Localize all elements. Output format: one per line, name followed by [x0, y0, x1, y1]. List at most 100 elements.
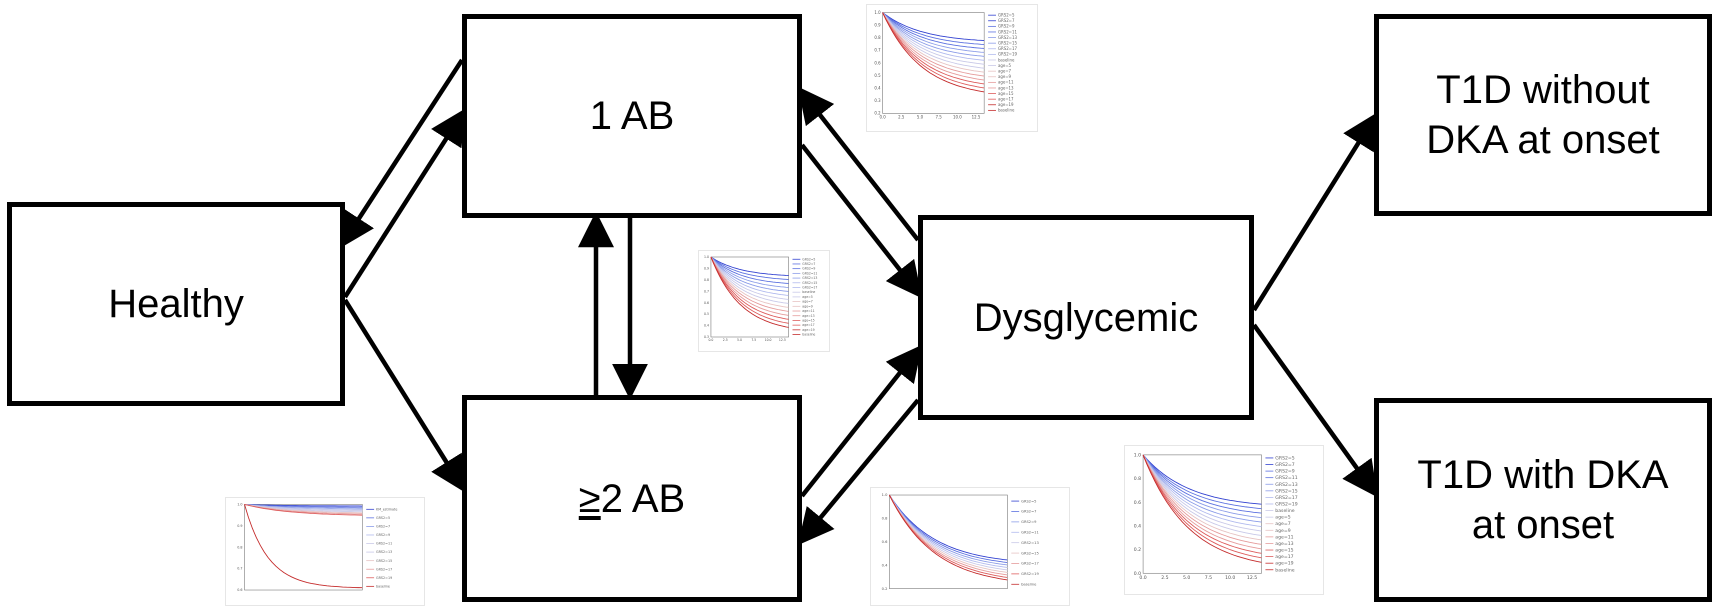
survival-curve: [882, 12, 985, 45]
y-tick-label: 0.7: [874, 48, 881, 53]
legend-label: GRS2=15: [998, 40, 1018, 45]
legend-label: GRS2=13: [376, 550, 392, 554]
survival-curve: [882, 12, 985, 81]
legend-label: baseline: [802, 290, 815, 294]
survival-curve: [888, 494, 1008, 581]
survival-curve: [244, 503, 363, 512]
survival-curve: [710, 256, 789, 284]
legend-label: GRS2=15: [376, 559, 392, 563]
survival-curve: [888, 494, 1008, 576]
legend-label: GRS2=5: [1275, 455, 1294, 461]
x-tick-label: 10.0: [953, 114, 962, 119]
y-tick-label: 0.4: [874, 85, 881, 90]
node-healthy: Healthy: [7, 202, 345, 406]
thumbnail-svg: 1.0 0.8 0.6 0.4 0.2 GRS2=5 GRS2=7 GRS2=9 GRS2=11…: [882, 493, 1040, 591]
survival-curve: [710, 256, 789, 324]
legend-label: GRS2=13: [802, 276, 817, 280]
legend-label: GRS2=15: [802, 281, 817, 285]
legend-label: age=15: [998, 91, 1014, 96]
x-tick-label: 5.0: [737, 338, 742, 342]
legend-label: GRS2=13: [998, 35, 1018, 40]
legend-label: age=17: [998, 96, 1014, 101]
thumbnail-svg: 1.0 0.8 0.6 0.4 0.2 0.00.0 2.5 5.0 7.5 10.0 12.5 GR…: [1134, 452, 1298, 581]
x-tick-label: 7.5: [936, 114, 943, 119]
x-tick-label: 12.5: [972, 114, 981, 119]
legend-label: GRS2=15: [1275, 488, 1297, 494]
survival-curve: [710, 256, 789, 328]
legend-label: GRS2=11: [998, 29, 1018, 34]
legend-label: GRS2=7: [376, 525, 390, 529]
legend-label: GRS2=7: [1021, 510, 1036, 514]
y-tick-label: 0.7: [237, 567, 242, 571]
legend-label: age=7: [998, 68, 1012, 73]
legend-label: GRS2=19: [376, 576, 392, 580]
legend-label: baseline: [1275, 508, 1294, 514]
y-tick-label: 0.3: [704, 335, 709, 339]
survival-curve: [1142, 454, 1262, 527]
legend-label: age=5: [802, 295, 812, 299]
survival-curve: [1142, 454, 1262, 541]
legend-label: age=7: [802, 300, 812, 304]
legend-label: age=11: [802, 309, 814, 313]
y-tick-label: 0.3: [874, 98, 881, 103]
survival-curve: [710, 256, 789, 304]
survival-curve: [882, 12, 985, 65]
legend-label: age=11: [998, 80, 1014, 85]
y-tick-label: 1.0: [882, 493, 888, 497]
legend-label: baseline: [376, 584, 390, 588]
survival-curve: [888, 494, 1008, 571]
legend-label: age=5: [998, 63, 1012, 68]
y-tick-label: 0.5: [704, 312, 709, 316]
legend-label: GRS2=9: [1275, 469, 1294, 475]
legend-label: GRS2=5: [1021, 499, 1036, 503]
survival-curve: [1142, 454, 1262, 505]
legend-label: age=9: [998, 74, 1012, 79]
arrow-2ab-to-dysglycemic: [800, 344, 923, 498]
node-t1d-without-dka: T1D without DKA at onset: [1374, 14, 1712, 216]
y-tick-label: 1.0: [237, 503, 242, 507]
legend-label: age=9: [802, 304, 812, 308]
arrow-dysglycemic-to-t1d-with-dka: [1252, 323, 1378, 498]
legend-label: age=13: [802, 314, 814, 318]
node-t1d-with-dka-label: T1D with DKA at onset: [1417, 453, 1669, 547]
arrow-1ab-to-dysglycemic: [800, 143, 923, 299]
legend-label: GRS2=19: [1021, 572, 1039, 576]
y-tick-label: 0.2: [874, 111, 881, 116]
x-tick-label: 2.5: [723, 338, 728, 342]
node-t1d-with-dka: T1D with DKA at onset: [1374, 398, 1712, 602]
survival-curve: [710, 256, 789, 288]
legend-label: GRS2=5: [998, 12, 1015, 17]
legend-label: GRS2=5: [376, 516, 390, 520]
survival-curve: [882, 12, 985, 93]
survival-curve: [1142, 454, 1262, 532]
survival-curve: [882, 12, 985, 69]
y-tick-label: 0.8: [704, 278, 709, 282]
plot-frame: [1142, 454, 1262, 574]
legend-label: GRS2=13: [1275, 482, 1297, 488]
survival-curve: [889, 494, 1008, 561]
survival-curve: [1142, 454, 1262, 536]
legend-label: age=13: [998, 85, 1014, 90]
thumbnail-svg: 1.0 0.9 0.8 0.7 0.6 KM_estimate GRS2=5 GRS2=7 GR…: [237, 503, 397, 593]
legend-label: GRS2=11: [802, 271, 817, 275]
plot-frame: [882, 12, 985, 114]
x-tick-label: 5.0: [1183, 575, 1190, 581]
legend-label: age=13: [1275, 541, 1293, 547]
y-tick-label: 0.4: [704, 324, 709, 328]
survival-curve: [710, 256, 789, 316]
node-1ab: 1 AB: [462, 14, 802, 218]
survival-curve: [244, 503, 363, 514]
legend-label: GRS2=7: [1275, 462, 1294, 468]
survival-curve: [710, 256, 789, 276]
survival-curve: [710, 256, 789, 312]
y-tick-label: 0.6: [237, 588, 242, 592]
legend-label: GRS2=9: [1021, 520, 1037, 524]
thumbnail-plot-1ab-2ab: 1.0 0.9 0.8 0.7 0.6 0.5 0.4 0.3 0.0 2.5 5.0 7.5 10.0…: [698, 250, 830, 352]
survival-curve: [1142, 454, 1262, 514]
thumbnail-svg: 1.0 0.9 0.8 0.7 0.6 0.5 0.4 0.3 0.20.0 2.5 5.0 7.5 1…: [874, 10, 1018, 119]
plot-frame: [889, 494, 1008, 589]
x-tick-label: 0.0: [1139, 575, 1146, 581]
thumbnail-svg: 1.0 0.9 0.8 0.7 0.6 0.5 0.4 0.30.0 2.5 5.0 7.5 10.0…: [704, 255, 817, 342]
survival-curve: [882, 12, 985, 49]
